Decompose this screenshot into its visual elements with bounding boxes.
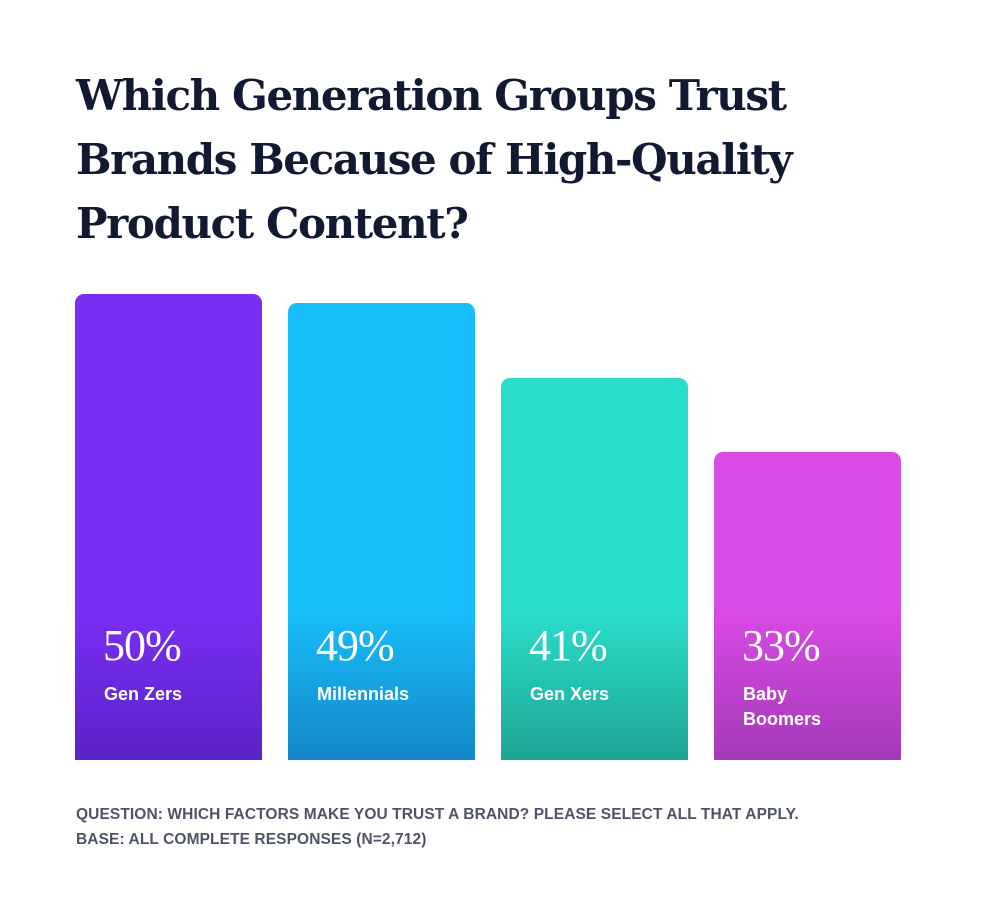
bar-baby-boomers: 33% Baby Boomers [714, 452, 901, 760]
chart-title-line: Which Generation Groups Trust [76, 71, 787, 120]
chart-title-line: Product Content? [76, 199, 469, 248]
footnote-question: QUESTION: WHICH FACTORS MAKE YOU TRUST A… [76, 806, 799, 823]
bar-value-label: 41% [529, 620, 608, 670]
bar-category-label: Baby Boomers [743, 683, 822, 729]
bar-category-label: Millennials [317, 683, 410, 704]
bar-value-label: 33% [742, 620, 821, 670]
bar-value-label: 50% [103, 621, 182, 670]
footnote-base: BASE: ALL COMPLETE RESPONSES (N=2,712) [76, 831, 427, 848]
chart-title: Which Generation Groups Trust Brands Bec… [76, 64, 836, 256]
bar-value-label: 49% [316, 620, 395, 670]
bar-gen-xers: 41% Gen Xers [501, 377, 688, 760]
chart-footnote: QUESTION: WHICH FACTORS MAKE YOU TRUST A… [76, 802, 799, 852]
chart-title-line: Brands Because of High-Quality [76, 135, 793, 184]
bar-category-label: Gen Zers [104, 684, 183, 704]
bar-millennials: 49% Millennials [288, 303, 475, 760]
bar-gen-zers: 50% Gen Zers [75, 294, 262, 760]
bar-category-label: Gen Xers [530, 683, 610, 704]
